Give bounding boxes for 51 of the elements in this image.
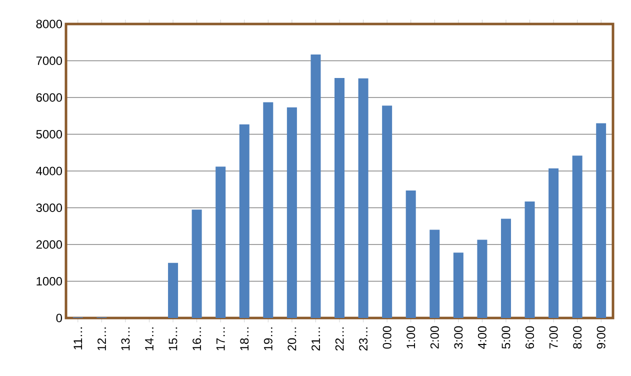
x-tick-label: 17… bbox=[216, 327, 225, 350]
bar bbox=[358, 78, 368, 318]
bar bbox=[548, 168, 559, 318]
y-tick-label: 3000 bbox=[36, 204, 62, 212]
x-tick-label: 12… bbox=[97, 327, 106, 350]
bar bbox=[477, 240, 488, 318]
bar bbox=[430, 230, 440, 318]
bar bbox=[310, 54, 321, 318]
x-tick-label: 4:00 bbox=[478, 326, 486, 349]
y-tick-label: 5000 bbox=[36, 130, 62, 138]
x-tick-label: 11… bbox=[74, 327, 82, 350]
bar bbox=[263, 102, 274, 318]
bar bbox=[406, 190, 416, 318]
bar bbox=[192, 210, 202, 318]
x-tick-label: 8:00 bbox=[573, 326, 582, 349]
bar bbox=[382, 106, 392, 318]
y-tick-label: 2000 bbox=[36, 240, 62, 249]
bar bbox=[453, 252, 464, 318]
bar bbox=[286, 107, 297, 318]
x-tick-label: 9:00 bbox=[596, 326, 606, 349]
bar bbox=[572, 156, 582, 318]
x-tick-label: 15… bbox=[168, 327, 178, 350]
y-tick-label: 1000 bbox=[36, 277, 62, 286]
bar bbox=[334, 78, 345, 318]
x-tick-label: 2:00 bbox=[430, 326, 439, 349]
x-tick-label: 16… bbox=[192, 327, 202, 350]
bar bbox=[500, 218, 511, 318]
y-tick-label: 4000 bbox=[36, 166, 62, 176]
bar bbox=[216, 166, 226, 318]
x-tick-label: 18… bbox=[240, 327, 249, 350]
y-tick-label: 8000 bbox=[36, 20, 62, 28]
x-tick-label: 21… bbox=[312, 327, 320, 351]
x-tick-label: 20… bbox=[288, 327, 296, 351]
x-tick-label: 19… bbox=[264, 327, 272, 350]
x-tick-label: 13… bbox=[121, 327, 130, 350]
bar bbox=[596, 123, 606, 318]
x-tick-label: 0:00 bbox=[382, 326, 392, 349]
x-tick-label: 23… bbox=[359, 327, 368, 351]
bar bbox=[239, 124, 250, 318]
x-tick-label: 1:00 bbox=[406, 326, 416, 348]
y-tick-label: 7000 bbox=[36, 56, 62, 65]
x-tick-label: 14… bbox=[145, 327, 154, 350]
y-tick-label: 0 bbox=[56, 314, 62, 322]
bar bbox=[524, 202, 535, 318]
x-tick-label: 22… bbox=[335, 327, 344, 351]
bar bbox=[168, 262, 178, 318]
x-tick-label: 7:00 bbox=[549, 326, 558, 349]
x-tick-label: 6:00 bbox=[526, 326, 534, 349]
y-tick-label: 6000 bbox=[36, 93, 62, 102]
x-tick-label: 3:00 bbox=[454, 326, 463, 349]
x-tick-label: 5:00 bbox=[502, 326, 510, 349]
